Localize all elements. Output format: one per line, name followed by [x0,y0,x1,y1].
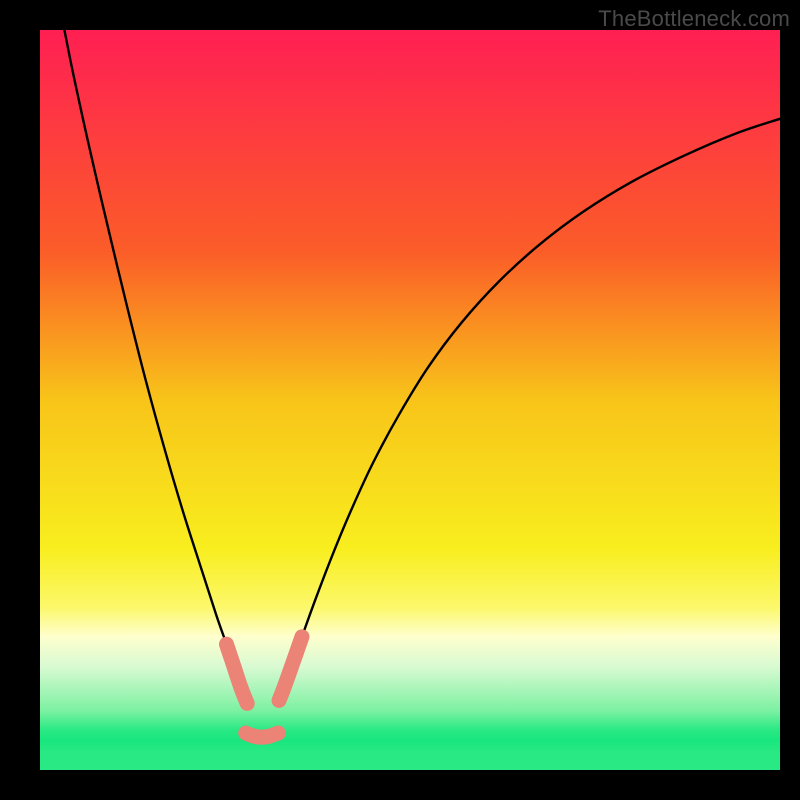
bottleneck-curve [64,30,780,703]
chart-root: { "watermark": { "text": "TheBottleneck.… [0,0,800,800]
plot-area [40,30,780,770]
pink-bottom-segment [246,733,279,737]
watermark-text: TheBottleneck.com [598,6,790,32]
pink-highlight-right [279,637,302,701]
pink-highlight-left [226,644,247,703]
bottleneck-curve-layer [40,30,780,770]
